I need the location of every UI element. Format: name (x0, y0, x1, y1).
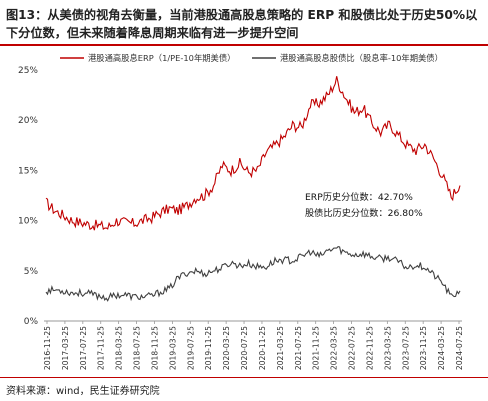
source-divider (0, 377, 488, 378)
y-tick-label: 15% (18, 166, 38, 176)
y-tick-label: 5% (24, 267, 39, 277)
x-tick-label: 2020-07-25 (240, 326, 249, 370)
x-tick-label: 2017-11-25 (97, 326, 106, 370)
x-tick-label: 2020-11-25 (258, 326, 267, 370)
x-tick-label: 2021-03-25 (276, 326, 285, 370)
legend-label: 港股通高股息股债比（股息率-10年期美债） (280, 53, 443, 63)
x-tick-label: 2017-03-25 (61, 326, 70, 370)
erp-series-line (45, 76, 461, 231)
y-tick-label: 25% (18, 66, 38, 76)
x-tick-label: 2021-07-25 (294, 326, 303, 370)
source-note: 资料来源：wind，民生证券研究院 (6, 386, 160, 397)
figure-title: 图13：从美债的视角去衡量，当前港股通高股息策略的 ERP 和股债比处于历史50… (6, 8, 478, 40)
percentile-annotation: ERP历史分位数：42.70% (305, 191, 413, 203)
legend-label: 港股通高股息ERP（1/PE-10年期美债） (88, 53, 235, 63)
x-tick-label: 2022-03-25 (330, 326, 339, 370)
x-tick-label: 2024-07-25 (455, 326, 464, 370)
x-tick-label: 2016-11-25 (43, 326, 52, 370)
x-tick-label: 2020-03-25 (222, 326, 231, 370)
ratio-series-line (45, 245, 461, 302)
chart-annotations: ERP历史分位数：42.70% 股债比历史分位数：26.80% (305, 191, 423, 219)
title-divider (0, 44, 488, 46)
x-tick-label: 2023-07-25 (401, 326, 410, 370)
x-tick-label: 2019-03-25 (168, 326, 177, 370)
x-tick-label: 2018-11-25 (150, 326, 159, 370)
x-tick-label: 2018-03-25 (115, 326, 124, 370)
chart-series (45, 76, 461, 302)
x-tick-label: 2023-11-25 (419, 326, 428, 370)
x-tick-label: 2021-11-25 (312, 326, 321, 370)
x-tick-label: 2023-03-25 (383, 326, 392, 370)
x-tick-label: 2017-07-25 (79, 326, 88, 370)
x-tick-label: 2024-03-25 (437, 326, 446, 370)
chart-axes: 0% 5% 10% 15% 20% 25% 2016-11-25 2017-03-25 2017… (18, 66, 464, 370)
y-tick-label: 10% (18, 217, 38, 227)
y-tick-label: 20% (18, 116, 38, 126)
x-tick-label: 2018-07-25 (133, 326, 142, 370)
chart-legend: 港股通高股息ERP（1/PE-10年期美债） 港股通高股息股债比（股息率-10年期… (60, 53, 443, 63)
line-chart: 0% 5% 10% 15% 20% 25% 2016-11-25 2017-03-25 2017… (18, 53, 464, 370)
x-tick-label: 2022-07-25 (348, 326, 357, 370)
y-tick-label: 0% (24, 317, 39, 327)
x-tick-label: 2019-07-25 (186, 326, 195, 370)
percentile-annotation: 股债比历史分位数：26.80% (305, 207, 423, 219)
x-tick-label: 2019-11-25 (204, 326, 213, 370)
x-tick-label: 2022-11-25 (365, 326, 374, 370)
